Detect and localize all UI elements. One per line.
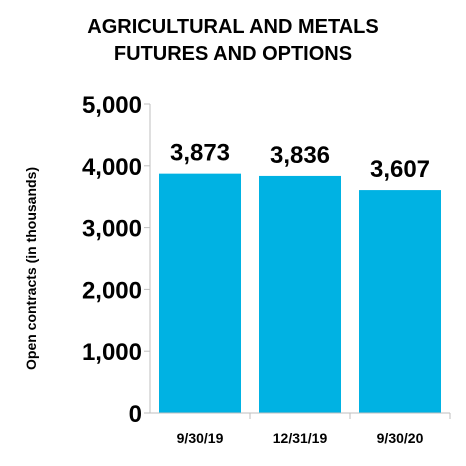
x-tick-label: 9/30/19 — [177, 430, 224, 446]
data-label: 3,836 — [270, 142, 330, 169]
x-tick-label: 12/31/19 — [273, 430, 328, 446]
y-tick-label: 4,000 — [82, 154, 142, 181]
chart-title-line-1: AGRICULTURAL AND METALS — [87, 16, 379, 38]
y-tick-label: 0 — [129, 401, 142, 428]
data-label: 3,607 — [370, 156, 430, 183]
y-tick-label: 3,000 — [82, 216, 142, 243]
bar — [359, 190, 441, 413]
bars: 3,873 3,836 3,607 — [159, 140, 441, 413]
chart-title-line-2: FUTURES AND OPTIONS — [113, 43, 353, 65]
data-label: 3,873 — [170, 140, 230, 167]
chart-title: AGRICULTURAL AND METALS FUTURES AND OPTI… — [0, 14, 466, 68]
bar — [259, 175, 341, 413]
y-tick-label: 5,000 — [82, 92, 142, 119]
x-axis: 9/30/19 12/31/19 9/30/20 — [150, 412, 451, 446]
y-axis-title: Open contracts (in thousands) — [23, 167, 39, 370]
bar — [159, 173, 241, 413]
y-tick-label: 1,000 — [82, 339, 142, 366]
y-tick-label: 2,000 — [82, 277, 142, 304]
x-tick-label: 9/30/20 — [377, 430, 424, 446]
y-axis: 0 1,000 2,000 3,000 4,000 5,000 — [82, 92, 151, 428]
